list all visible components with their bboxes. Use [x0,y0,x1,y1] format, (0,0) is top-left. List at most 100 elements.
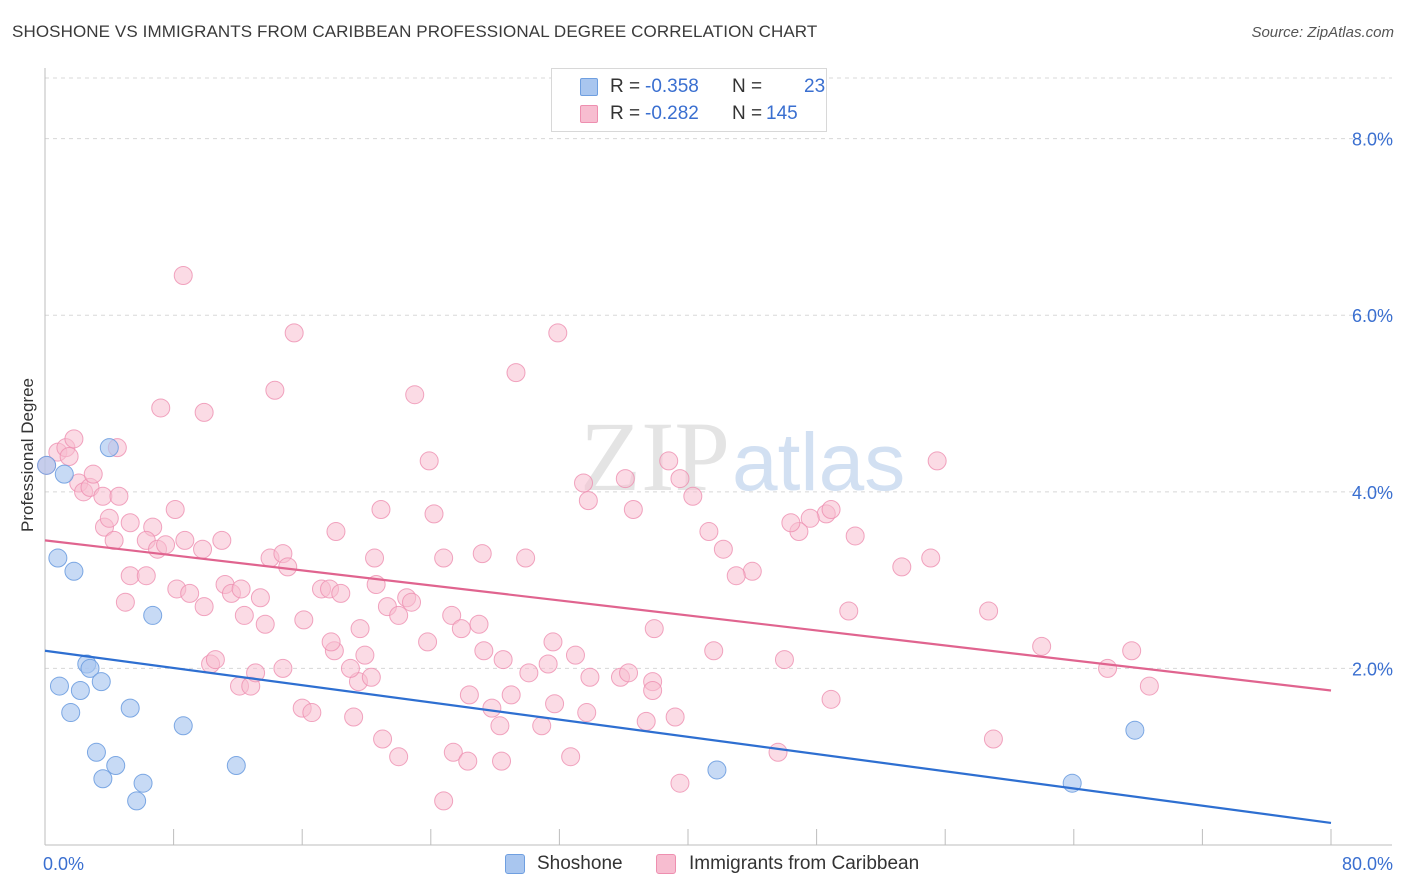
caribbean-point [577,703,597,723]
trend-lines [44,539,1332,825]
shoshone-point [173,716,193,736]
caribbean-point [99,508,119,528]
caribbean-point [565,645,585,665]
caribbean-point [151,398,171,418]
shoshone-swatch [580,78,598,96]
caribbean-point [434,548,454,568]
caribbean-point [302,703,322,723]
caribbean-point [839,601,859,621]
caribbean-swatch [580,105,598,123]
shoshone-point [133,773,153,793]
caribbean-point [443,742,463,762]
shoshone-point [127,791,147,811]
caribbean-point [212,530,232,550]
caribbean-point [545,694,565,714]
chart-title: SHOSHONE VS IMMIGRANTS FROM CARIBBEAN PR… [12,22,818,41]
caribbean-point [389,747,409,767]
caribbean-point [424,504,444,524]
caribbean-point [193,539,213,559]
caribbean-point [434,791,454,811]
y-tick-label: 2.0% [1352,659,1393,679]
caribbean-point [326,522,346,542]
caribbean-point [83,464,103,484]
caribbean-point [405,385,425,405]
caribbean-point [418,632,438,652]
caribbean-point [294,610,314,630]
shoshone-point [37,455,57,475]
caribbean-point [459,685,479,705]
shoshone-point [93,769,113,789]
caribbean-point [273,658,293,678]
y-tick-label: 8.0% [1352,130,1393,150]
caribbean-point [845,526,865,546]
shoshone-point [80,658,100,678]
caribbean-point [180,583,200,603]
caribbean-point [623,499,643,519]
caribbean-point [109,486,129,506]
shoshone-point [143,605,163,625]
caribbean-point [344,707,364,727]
caribbean-point [543,632,563,652]
n-label: N = [732,103,763,124]
caribbean-point [490,716,510,736]
shoshone-point [70,680,90,700]
caribbean-point [516,548,536,568]
caribbean-point [699,522,719,542]
y-tick-label: 4.0% [1352,483,1393,503]
caribbean-point [659,451,679,471]
caribbean-point [115,592,135,612]
caribbean-point [64,429,84,449]
caribbean-trend-line [44,539,1332,692]
caribbean-point [713,539,733,559]
caribbean-point [340,658,360,678]
caribbean-point [892,557,912,577]
caribbean-point [1032,636,1052,656]
caribbean-point [636,711,656,731]
caribbean-swatch [656,854,676,874]
shoshone-trend-line [44,649,1332,825]
caribbean-point [373,729,393,749]
caribbean-point [482,698,502,718]
legend-row-shoshone: R = -0.358 N = 23 [552,74,826,100]
caribbean-point [1139,676,1159,696]
caribbean-point [136,566,156,586]
legend-row-caribbean: R = -0.282 N = 145 [552,101,826,127]
caribbean-point [532,716,552,736]
caribbean-point [321,632,341,652]
caribbean-point [1122,641,1142,661]
caribbean-point [93,486,113,506]
caribbean-point [492,751,512,771]
caribbean-point [927,451,947,471]
caribbean-point [665,707,685,727]
caribbean-point [194,402,214,422]
caribbean-point [474,641,494,661]
watermark-zip: ZIP [580,401,730,512]
caribbean-point [156,535,176,555]
caribbean-point [501,685,521,705]
caribbean-point [519,663,539,683]
source-label: Source: ZipAtlas.com [1251,24,1394,41]
grid-lines [45,77,1392,669]
caribbean-points [37,265,1159,811]
caribbean-point [165,499,185,519]
caribbean-point [493,650,513,670]
y-tick-label: 6.0% [1352,306,1393,326]
shoshone-point [54,464,74,484]
shoshone-point [120,698,140,718]
caribbean-point [284,323,304,343]
caribbean-point [402,592,422,612]
legend-label: Shoshone [537,853,623,874]
caribbean-point [458,751,478,771]
n-value: 145 [766,103,798,124]
caribbean-point [265,380,285,400]
shoshone-point [91,672,111,692]
shoshone-point [86,742,106,762]
caribbean-point [469,614,489,634]
caribbean-point [548,323,568,343]
shoshone-point [99,438,119,458]
caribbean-point [234,605,254,625]
caribbean-point [59,447,79,466]
caribbean-point [371,499,391,519]
caribbean-point [205,650,225,670]
